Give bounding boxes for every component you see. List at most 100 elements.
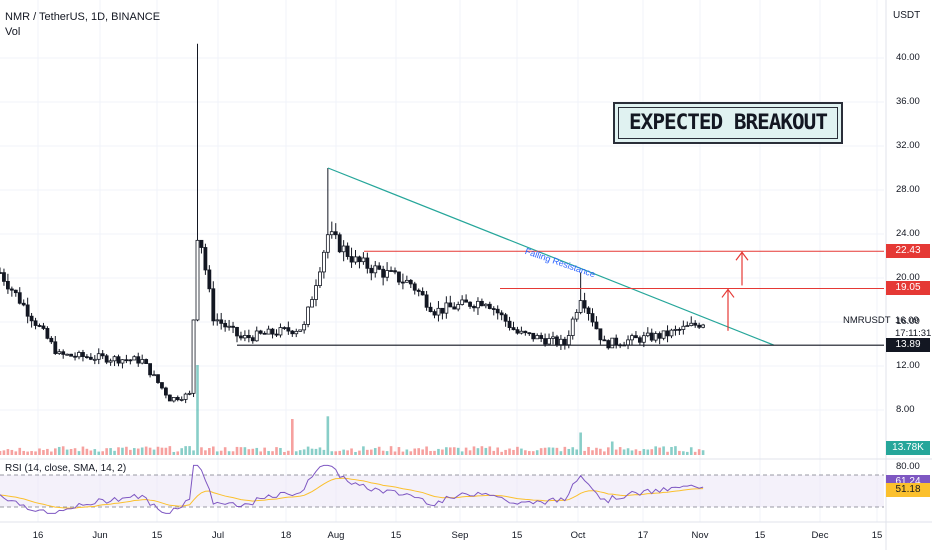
candle-body bbox=[701, 324, 705, 328]
candle-body bbox=[373, 265, 378, 274]
volume-bar bbox=[22, 450, 25, 455]
candle-body bbox=[452, 306, 457, 310]
volume-bar bbox=[192, 450, 195, 455]
volume-bar bbox=[140, 447, 144, 455]
volume-bar bbox=[26, 451, 29, 455]
chart-title: NMR / TetherUS, 1D, BINANCE bbox=[5, 11, 161, 23]
volume-bar bbox=[654, 446, 657, 455]
volume-bar bbox=[599, 448, 602, 455]
volume-bar bbox=[484, 447, 488, 455]
candle-body bbox=[57, 351, 62, 354]
candle-body bbox=[175, 397, 180, 401]
x-tick-label: 16 bbox=[32, 530, 44, 541]
volume-bar bbox=[46, 448, 49, 455]
candle-body bbox=[298, 329, 303, 332]
candle-body bbox=[140, 359, 145, 364]
volume-bar bbox=[117, 447, 120, 455]
candle-body bbox=[483, 303, 488, 307]
candle-body bbox=[669, 329, 674, 337]
candle-body bbox=[594, 321, 599, 330]
volume-bar bbox=[381, 450, 385, 455]
candle-body bbox=[13, 289, 18, 294]
volume-bar bbox=[362, 446, 365, 455]
volume-bar bbox=[389, 446, 393, 455]
candle-body bbox=[369, 267, 374, 274]
candle-body bbox=[25, 304, 30, 317]
volume-bar bbox=[524, 450, 527, 455]
candle-body bbox=[436, 307, 441, 316]
volume-bar bbox=[689, 447, 693, 455]
volume-bar bbox=[267, 451, 270, 455]
candle-body bbox=[345, 245, 350, 257]
volume-bar bbox=[401, 451, 405, 455]
volume-bar bbox=[310, 448, 314, 455]
candle-body bbox=[377, 265, 382, 270]
candle-body bbox=[250, 337, 255, 342]
candle-body bbox=[156, 374, 160, 383]
volume-bar bbox=[136, 448, 140, 455]
volume-bar bbox=[101, 451, 104, 455]
volume-bar bbox=[247, 449, 251, 455]
y-tick-label: 12.00 bbox=[896, 360, 920, 371]
volume-bar bbox=[318, 447, 322, 455]
x-tick-label: 17 bbox=[637, 530, 649, 541]
x-tick-label: 15 bbox=[754, 530, 766, 541]
candle-body bbox=[412, 283, 417, 291]
candle-body bbox=[574, 312, 579, 320]
volume-bar bbox=[81, 446, 85, 455]
volume-bar bbox=[231, 451, 235, 455]
candle-body bbox=[92, 358, 97, 361]
candle-body bbox=[128, 359, 133, 362]
falling-resistance-line bbox=[327, 167, 775, 346]
candle-body bbox=[258, 330, 263, 334]
symbol-label: NMRUSDT bbox=[843, 315, 891, 326]
candle-body bbox=[136, 356, 141, 364]
candle-body bbox=[468, 301, 472, 307]
candle-body bbox=[53, 341, 58, 354]
candle-body bbox=[397, 271, 401, 283]
volume-bar bbox=[6, 449, 10, 455]
volume-bar bbox=[176, 451, 180, 455]
candle-body bbox=[163, 387, 168, 396]
volume-bar bbox=[456, 447, 460, 455]
volume-bar bbox=[508, 448, 511, 455]
volume-bar bbox=[413, 448, 417, 455]
volume-bar bbox=[405, 449, 409, 455]
volume-bar bbox=[243, 447, 247, 455]
volume-bar bbox=[227, 451, 231, 455]
x-tick-label: 18 bbox=[280, 530, 292, 541]
candle-body bbox=[77, 352, 81, 358]
volume-bar bbox=[314, 448, 318, 455]
volume-bar bbox=[658, 447, 661, 455]
volume-bar bbox=[449, 447, 452, 455]
candle-body bbox=[104, 355, 109, 363]
rsi-tick-label: 80.00 bbox=[896, 461, 920, 472]
volume-bar bbox=[697, 449, 701, 455]
candle-body bbox=[337, 234, 342, 253]
volume-bar bbox=[377, 446, 381, 455]
candle-body bbox=[420, 291, 425, 296]
candle-body bbox=[9, 288, 14, 291]
volume-bar bbox=[152, 449, 156, 455]
volume-bar bbox=[109, 448, 112, 455]
candle-body bbox=[116, 356, 121, 364]
y-tick-label: 32.00 bbox=[896, 140, 920, 151]
rsi-band bbox=[0, 475, 884, 507]
candle-body bbox=[539, 335, 544, 339]
volume-bar bbox=[531, 451, 535, 455]
candle-body bbox=[124, 359, 129, 362]
volume-bar bbox=[133, 448, 136, 455]
candle-body bbox=[365, 257, 370, 269]
candle-body bbox=[148, 363, 153, 376]
volume-bar bbox=[480, 446, 484, 455]
volume-bar bbox=[200, 447, 203, 455]
y-tick-label: 24.00 bbox=[896, 228, 920, 239]
candle-body bbox=[132, 356, 137, 361]
candle-body bbox=[543, 338, 547, 345]
volume-bar bbox=[93, 449, 97, 455]
candlesticks bbox=[0, 43, 705, 404]
volume-bar bbox=[559, 451, 563, 455]
volume-bar bbox=[291, 419, 294, 455]
candle-body bbox=[507, 320, 512, 329]
